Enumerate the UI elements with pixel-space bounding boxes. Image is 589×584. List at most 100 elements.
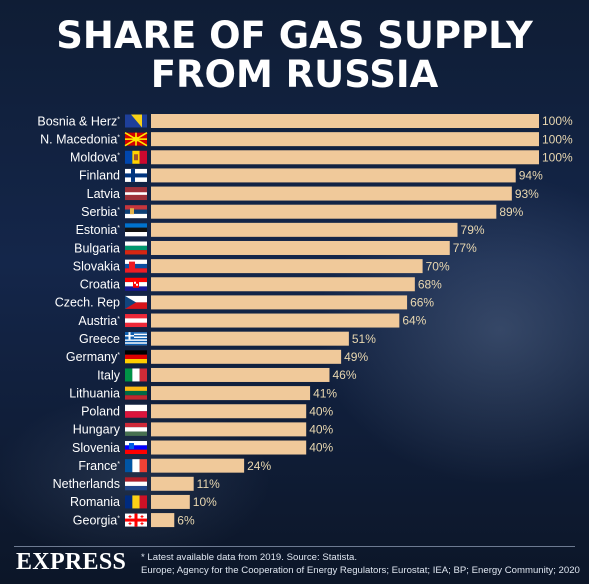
bar <box>151 422 307 437</box>
footer-divider <box>14 546 575 547</box>
footnote-line-2: Europe; Agency for the Cooperation of En… <box>141 565 580 576</box>
value-label: 70% <box>426 259 450 273</box>
estonia-flag-icon <box>125 223 147 237</box>
value-label: 66% <box>410 296 434 310</box>
value-label: 40% <box>309 423 333 437</box>
bar <box>151 150 539 165</box>
category-label: Lithuania <box>69 386 120 400</box>
value-label: 93% <box>515 187 539 201</box>
bar <box>151 404 307 419</box>
bar <box>151 295 408 310</box>
asterisk-mark: * <box>117 461 120 468</box>
asterisk-mark: * <box>117 134 120 141</box>
category-label: Bulgaria <box>74 241 120 255</box>
category-label: Czech. Rep <box>55 296 120 310</box>
value-label: 100% <box>542 132 573 146</box>
finland-flag-icon <box>125 168 147 182</box>
serbia-flag-icon <box>125 205 147 219</box>
footnotes: * Latest available data from 2019. Sourc… <box>141 551 581 577</box>
bar <box>151 313 400 328</box>
bar <box>151 349 342 364</box>
moldova-flag-icon <box>125 150 147 164</box>
value-label: 49% <box>344 350 368 364</box>
category-label: Bosnia & Herz* <box>37 114 120 128</box>
latvia-flag-icon <box>125 187 147 201</box>
value-label: 64% <box>402 314 426 328</box>
bar <box>151 204 497 219</box>
bar <box>151 513 175 528</box>
georgia-flag-icon <box>125 513 147 527</box>
value-label: 6% <box>177 513 195 527</box>
lithuania-flag-icon <box>125 386 147 400</box>
category-label: Georgia* <box>73 513 120 527</box>
title-line-1: SHARE OF GAS SUPPLY <box>56 14 533 57</box>
category-label: Slovakia <box>73 259 120 273</box>
value-label: 77% <box>453 241 477 255</box>
bar <box>151 458 245 473</box>
footnote-line-1: * Latest available data from 2019. Sourc… <box>141 552 357 563</box>
italy-flag-icon <box>125 368 147 382</box>
asterisk-mark: * <box>117 316 120 323</box>
asterisk-mark: * <box>117 153 120 160</box>
value-label: 100% <box>542 150 573 164</box>
france-flag-icon <box>125 459 147 473</box>
bosnia-flag-icon <box>125 114 147 128</box>
value-label: 46% <box>332 368 356 382</box>
north-macedonia-flag-icon <box>124 131 148 147</box>
category-label: Austria* <box>78 314 120 328</box>
asterisk-mark: * <box>117 352 120 359</box>
bar <box>151 367 330 382</box>
bar <box>151 277 415 292</box>
poland-flag-icon <box>125 404 147 418</box>
value-label: 10% <box>193 495 217 509</box>
value-label: 68% <box>418 277 442 291</box>
slovenia-flag-icon <box>125 441 147 455</box>
category-label: Romania <box>70 495 120 509</box>
value-label: 24% <box>247 459 271 473</box>
bulgaria-flag-icon <box>125 241 147 255</box>
asterisk-mark: * <box>117 207 120 214</box>
bar <box>151 494 190 509</box>
asterisk-mark: * <box>117 225 120 232</box>
value-label: 51% <box>352 332 376 346</box>
category-label: Germany* <box>66 350 120 364</box>
value-label: 89% <box>499 205 523 219</box>
bar <box>151 240 450 255</box>
bar <box>151 331 349 346</box>
value-label: 11% <box>197 477 220 491</box>
category-label: France* <box>78 459 120 473</box>
bar <box>151 476 194 491</box>
bar <box>151 132 539 147</box>
category-label: N. Macedonia* <box>40 132 120 146</box>
category-label: Netherlands <box>53 477 120 491</box>
category-label: Serbia* <box>81 205 120 219</box>
value-label: 94% <box>519 169 543 183</box>
czech-flag-icon <box>125 295 147 309</box>
romania-flag-icon <box>125 495 147 509</box>
category-label: Greece <box>79 332 120 346</box>
title-line-2: FROM RUSSIA <box>150 53 439 96</box>
value-label: 100% <box>542 114 573 128</box>
express-logo: EXPRESS <box>16 549 127 575</box>
chart-title: SHARE OF GAS SUPPLY FROM RUSSIA <box>0 16 589 94</box>
category-label: Latvia <box>87 187 120 201</box>
germany-flag-icon <box>125 350 147 364</box>
value-label: 40% <box>309 441 333 455</box>
category-label: Croatia <box>80 278 120 292</box>
category-label: Moldova* <box>70 151 120 165</box>
netherlands-flag-icon <box>125 477 147 491</box>
category-label: Slovenia <box>72 441 120 455</box>
category-label: Estonia* <box>76 223 121 237</box>
bar <box>151 386 311 401</box>
category-label: Italy <box>97 368 121 382</box>
austria-flag-icon <box>125 314 147 328</box>
asterisk-mark: * <box>117 515 120 522</box>
value-label: 41% <box>313 386 337 400</box>
category-label: Hungary <box>73 423 121 437</box>
asterisk-mark: * <box>117 116 120 123</box>
category-label: Poland <box>81 405 120 419</box>
bar <box>151 114 539 128</box>
greece-flag-icon <box>125 332 147 346</box>
hungary-flag-icon <box>125 422 147 436</box>
